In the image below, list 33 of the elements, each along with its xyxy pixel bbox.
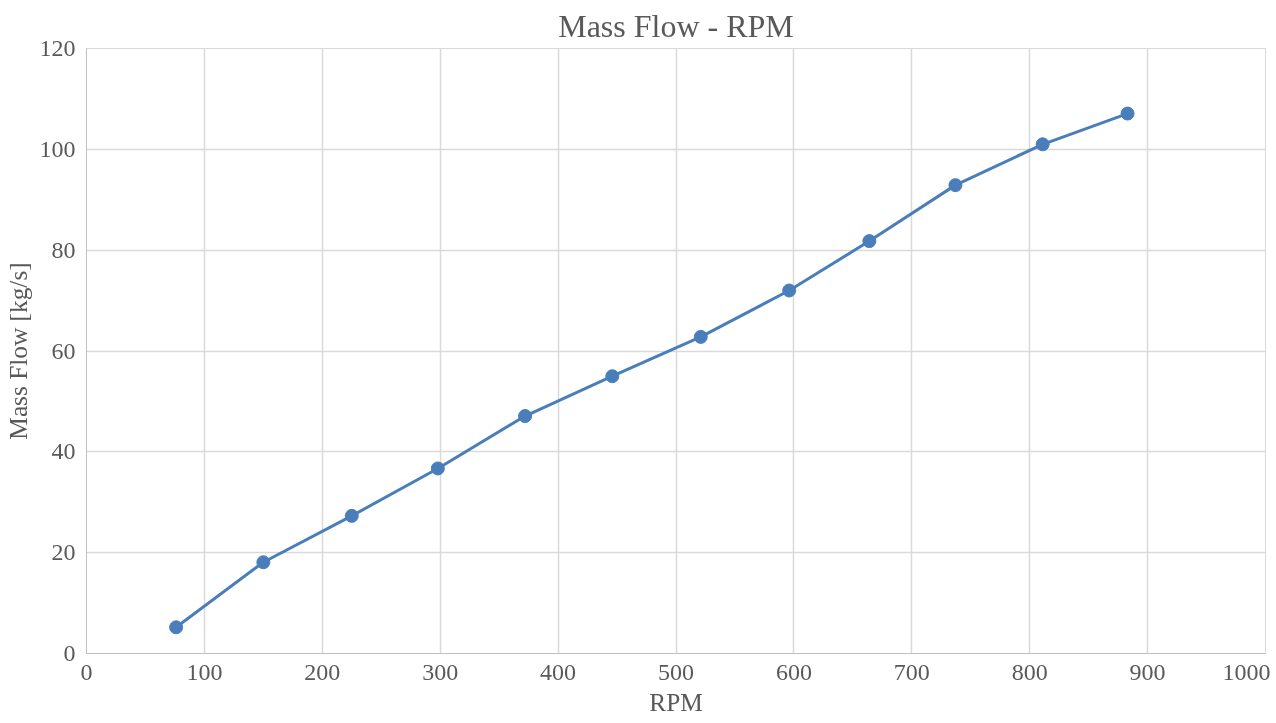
y-tick-label: 100 bbox=[39, 135, 76, 162]
y-tick-label: 20 bbox=[51, 539, 76, 566]
point bbox=[948, 178, 963, 193]
x-tick-label: 400 bbox=[540, 658, 577, 685]
x-tick-label: 1000 bbox=[1222, 658, 1271, 685]
x-tick-label: 100 bbox=[186, 658, 223, 685]
point bbox=[256, 555, 271, 570]
point bbox=[344, 508, 359, 523]
x-tick-label: 300 bbox=[422, 658, 459, 685]
point bbox=[169, 620, 184, 635]
y-tick-label: 80 bbox=[51, 236, 76, 263]
x-tick-label: 900 bbox=[1129, 658, 1166, 685]
chart-title: Mass Flow - RPM bbox=[558, 7, 794, 44]
y-tick-label: 40 bbox=[51, 438, 76, 465]
x-tick-label: 200 bbox=[304, 658, 341, 685]
point bbox=[1035, 137, 1050, 152]
point bbox=[782, 283, 797, 298]
x-tick-label: 0 bbox=[80, 658, 93, 685]
x-tick-label: 700 bbox=[893, 658, 930, 685]
y-tick-label: 0 bbox=[63, 640, 76, 666]
point bbox=[1120, 106, 1135, 121]
y-tick-label: 60 bbox=[51, 337, 76, 364]
x-axis-title: RPM bbox=[649, 687, 703, 716]
x-tick-label: 600 bbox=[775, 658, 812, 685]
point bbox=[605, 369, 620, 384]
y-tick-label: 120 bbox=[39, 35, 76, 61]
x-tick-label: 800 bbox=[1011, 658, 1048, 685]
y-axis-title: Mass Flow [kg/s] bbox=[3, 262, 32, 440]
point bbox=[693, 329, 708, 344]
x-tick-label: 500 bbox=[658, 658, 694, 685]
point bbox=[862, 234, 877, 249]
point bbox=[430, 461, 445, 476]
point bbox=[518, 409, 533, 424]
